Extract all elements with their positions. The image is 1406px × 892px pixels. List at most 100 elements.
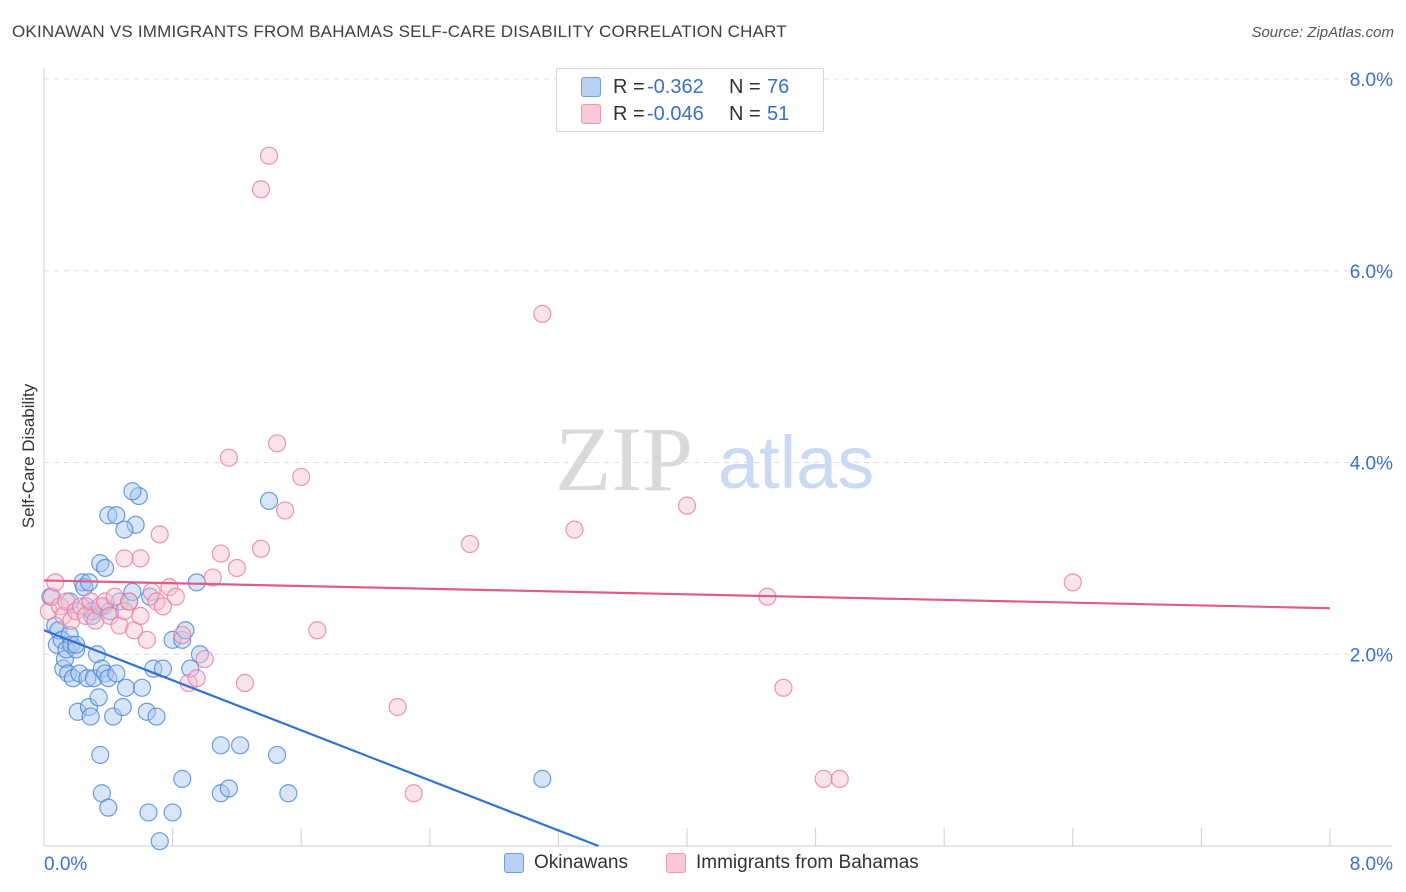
tick-labels: 2.0% 4.0% 6.0% 8.0% 0.0% 8.0% <box>44 70 1393 875</box>
bahamas-point <box>677 496 697 515</box>
bahamas-point <box>565 520 584 539</box>
legend-r-label: R = <box>613 102 645 125</box>
okinawan-point <box>113 697 132 717</box>
okinawan-point <box>107 664 126 683</box>
okinawan-point <box>163 803 182 822</box>
bahamas-point <box>39 602 58 621</box>
source-credit: Source: ZipAtlas.com <box>1251 24 1394 41</box>
okinawan-point <box>99 798 118 817</box>
legend-swatch-okinawans <box>581 77 601 97</box>
y-tick-label: 6.0% <box>1350 262 1393 283</box>
x-tick-label: 0.0% <box>44 854 87 875</box>
bahamas-trend-line <box>43 579 1331 610</box>
bahamas-point <box>292 467 311 486</box>
bahamas-point <box>173 625 192 645</box>
legend-n-label: N = <box>729 102 761 125</box>
okinawan-point <box>147 707 166 726</box>
legend-row-bahamas: R = -0.046 N = 51 <box>581 101 789 127</box>
bahamas-point <box>533 304 552 323</box>
trend-lines <box>43 579 1331 848</box>
bahamas-point <box>203 568 222 587</box>
bahamas-point <box>267 434 287 453</box>
legend-row-okinawans: R = -0.362 N = 76 <box>581 74 789 100</box>
okinawan-point <box>139 803 158 822</box>
bahamas-point <box>308 621 327 640</box>
legend-r-value: -0.362 <box>647 75 704 98</box>
bahamas-point <box>150 525 169 544</box>
okinawan-point <box>123 482 142 501</box>
bahamas-point <box>131 549 150 568</box>
bahamas-point <box>276 501 295 520</box>
bahamas-point <box>814 769 833 788</box>
okinawan-point <box>187 573 206 592</box>
bahamas-point <box>57 592 76 611</box>
okinawan-point <box>219 779 238 798</box>
y-tick-label: 8.0% <box>1350 70 1393 91</box>
okinawan-point <box>115 520 134 539</box>
y-axis-label: Self-Care Disability <box>19 383 38 528</box>
bahamas-point <box>388 697 407 717</box>
bahamas-point <box>251 180 271 199</box>
okinawan-point <box>100 602 120 621</box>
bahamas-point <box>153 597 173 616</box>
legend-n-value: 51 <box>767 102 790 125</box>
bahamas-point <box>404 784 423 803</box>
legend-swatch-bahamas <box>581 104 601 124</box>
bahamas-point <box>235 673 255 693</box>
y-tick-label: 4.0% <box>1350 454 1393 475</box>
okinawan-point <box>173 630 192 649</box>
bahamas-point <box>100 606 120 626</box>
okinawan-point <box>92 659 111 678</box>
okinawan-point <box>533 769 552 788</box>
bahamas-point <box>211 544 230 563</box>
bahamas-point <box>95 592 115 611</box>
okinawan-point <box>137 702 156 721</box>
y-tick-label: 2.0% <box>1350 645 1393 666</box>
bottom-legend-swatch-bahamas <box>666 853 686 873</box>
bahamas-point <box>62 611 81 630</box>
okinawan-point <box>132 678 152 697</box>
bahamas-point <box>76 606 95 626</box>
okinawan-point <box>279 784 298 803</box>
bottom-legend-swatch-okinawans <box>504 853 524 873</box>
okinawan-point <box>104 707 123 726</box>
bahamas-point <box>251 539 271 558</box>
chart-title: OKINAWAN VS IMMIGRANTS FROM BAHAMAS SELF… <box>12 22 787 41</box>
okinawan-point <box>231 736 250 755</box>
bahamas-point <box>86 611 105 630</box>
bahamas-point <box>115 549 134 568</box>
bahamas-point <box>187 669 206 688</box>
okinawan-point <box>126 515 145 534</box>
bottom-legend-label-bahamas: Immigrants from Bahamas <box>696 852 919 873</box>
bahamas-point <box>110 616 129 635</box>
okinawan-point <box>95 558 115 578</box>
okinawan-point <box>107 506 126 525</box>
okinawan-point <box>89 688 108 707</box>
bahamas-point <box>120 592 139 611</box>
bahamas-point <box>1063 573 1082 592</box>
okinawan-point <box>163 630 182 649</box>
okinawan-point <box>176 621 195 640</box>
bottom-legend-okinawans[interactable]: Okinawans <box>504 852 628 874</box>
legend-n-label: N = <box>729 75 761 98</box>
okinawan-point <box>78 669 97 688</box>
okinawan-point <box>211 736 230 755</box>
okinawan-point <box>150 832 169 851</box>
bahamas-point <box>137 630 156 649</box>
okinawan-point <box>259 491 279 510</box>
bahamas-point <box>259 146 279 165</box>
bahamas-point <box>460 534 480 554</box>
bottom-legend-bahamas[interactable]: Immigrants from Bahamas <box>666 852 919 874</box>
okinawan-point <box>81 707 100 726</box>
okinawan-point <box>91 745 110 765</box>
bahamas-point <box>774 678 793 697</box>
bahamas-point <box>105 587 124 606</box>
bahamas-point <box>81 592 100 611</box>
x-tick-label: 8.0% <box>1350 854 1393 875</box>
watermark-atlas: atlas <box>718 421 874 504</box>
legend-r-label: R = <box>613 75 645 98</box>
bahamas-point <box>71 597 91 616</box>
bahamas-point <box>46 573 65 592</box>
grid-lines <box>44 78 1392 655</box>
